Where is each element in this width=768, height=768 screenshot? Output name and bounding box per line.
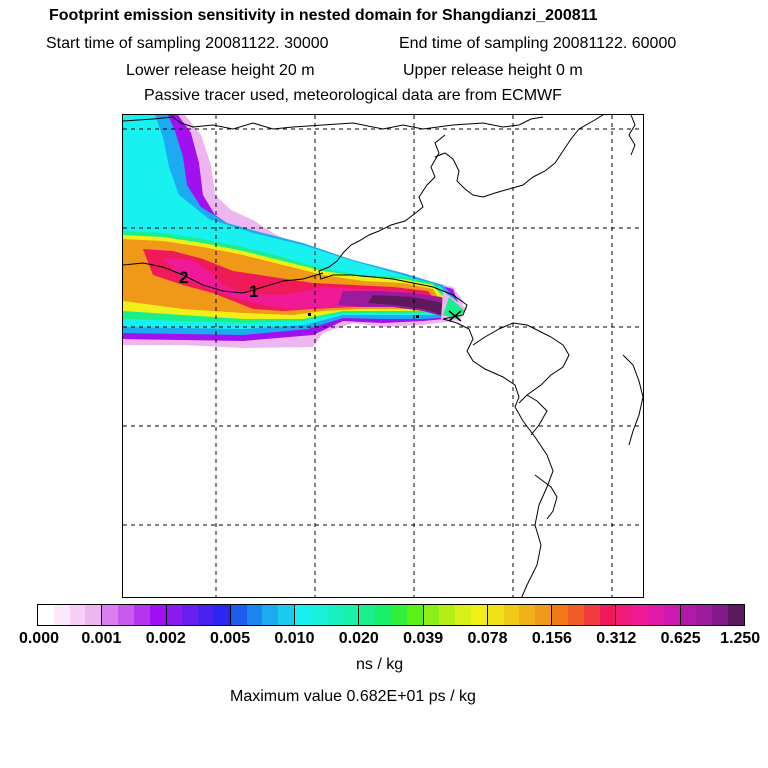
colorbar-tick-label: 0.039 [403, 630, 444, 647]
colorbar-swatch [102, 605, 119, 625]
colorbar-swatch [712, 605, 729, 625]
colorbar-swatch [133, 605, 150, 625]
colorbar-swatch [535, 605, 552, 625]
colorbar-swatch [166, 605, 183, 625]
colorbar-swatch [632, 605, 649, 625]
upper-release-height-label: Upper release height 0 m [403, 62, 583, 79]
colorbar-swatch [262, 605, 279, 625]
footprint-map: 2 1 [122, 114, 644, 598]
colorbar-unit: ns / kg [356, 656, 404, 673]
colorbar-swatch [213, 605, 230, 625]
colorbar-swatch [423, 605, 440, 625]
map-canvas: 2 1 [123, 115, 643, 597]
colorbar-swatch [552, 605, 568, 625]
colorbar-tick-label: 0.001 [81, 630, 122, 647]
colorbar-swatch [519, 605, 536, 625]
colorbar-tick-label: 1.250 [720, 630, 761, 647]
colorbar-swatch [663, 605, 680, 625]
colorbar-swatch [198, 605, 214, 625]
colorbar-swatch [648, 605, 664, 625]
colorbar-swatch [439, 605, 456, 625]
colorbar-swatch [85, 605, 102, 625]
colorbar-swatch [118, 605, 134, 625]
colorbar-swatch [696, 605, 713, 625]
colorbar-segment [102, 605, 167, 625]
colorbar-swatch [246, 605, 263, 625]
colorbar-segment [423, 605, 488, 625]
colorbar-swatch [69, 605, 86, 625]
end-time-label: End time of sampling 20081122. 60000 [399, 35, 677, 52]
colorbar-tick-label: 0.156 [531, 630, 572, 647]
colorbar-tick-label: 0.005 [210, 630, 251, 647]
colorbar-tick-label: 0.000 [18, 630, 59, 647]
colorbar-swatch [230, 605, 247, 625]
colorbar-tick-label: 0.078 [467, 630, 508, 647]
colorbar-segment [487, 605, 553, 625]
colorbar-swatch [295, 605, 311, 625]
colorbar-swatch [680, 605, 697, 625]
colorbar-swatch [278, 605, 295, 625]
colorbar-segment [359, 605, 424, 625]
colorbar [37, 604, 745, 626]
colorbar-swatch [390, 605, 407, 625]
colorbar-segment [616, 605, 681, 625]
colorbar-swatch [567, 605, 584, 625]
colorbar-swatch [471, 605, 487, 625]
colorbar-swatch [616, 605, 633, 625]
colorbar-tick-label: 0.312 [596, 630, 637, 647]
colorbar-swatch [149, 605, 166, 625]
station-dot [308, 313, 311, 316]
colorbar-tick-label: 0.010 [274, 630, 315, 647]
start-time-label: Start time of sampling 20081122. 30000 [46, 35, 329, 52]
colorbar-swatch [583, 605, 600, 625]
colorbar-swatch [342, 605, 359, 625]
colorbar-swatch [487, 605, 504, 625]
colorbar-segment [38, 605, 103, 625]
colorbar-swatch [375, 605, 391, 625]
map-label-2: 2 [179, 268, 188, 287]
colorbar-swatch [728, 605, 744, 625]
colorbar-swatch [38, 605, 54, 625]
station-dot [416, 315, 419, 318]
map-label-1: 1 [249, 282, 258, 301]
colorbar-swatch [53, 605, 70, 625]
lat-lon-grid [123, 115, 643, 597]
colorbar-swatch [326, 605, 343, 625]
colorbar-swatch [359, 605, 376, 625]
plume-level-dark [368, 295, 457, 315]
maximum-value-label: Maximum value 0.682E+01 ps / kg [230, 688, 476, 705]
lower-release-height-label: Lower release height 20 m [126, 62, 315, 79]
colorbar-tick-label: 0.625 [660, 630, 701, 647]
colorbar-swatch [599, 605, 616, 625]
colorbar-tick-label: 0.002 [145, 630, 186, 647]
colorbar-segment [230, 605, 296, 625]
plot-title: Footprint emission sensitivity in nested… [49, 7, 598, 24]
colorbar-segment [552, 605, 617, 625]
colorbar-swatch [310, 605, 327, 625]
coastlines [123, 115, 643, 597]
colorbar-swatch [182, 605, 199, 625]
release-location-marker [448, 310, 462, 322]
colorbar-tick-label: 0.020 [338, 630, 379, 647]
colorbar-segment [295, 605, 360, 625]
colorbar-segment [680, 605, 744, 625]
colorbar-segment [166, 605, 231, 625]
colorbar-swatch [503, 605, 520, 625]
colorbar-swatch [455, 605, 472, 625]
sensitivity-field [123, 115, 467, 348]
colorbar-swatch [406, 605, 423, 625]
plume-tip-green [443, 297, 465, 319]
tracer-note: Passive tracer used, meteorological data… [144, 87, 562, 104]
